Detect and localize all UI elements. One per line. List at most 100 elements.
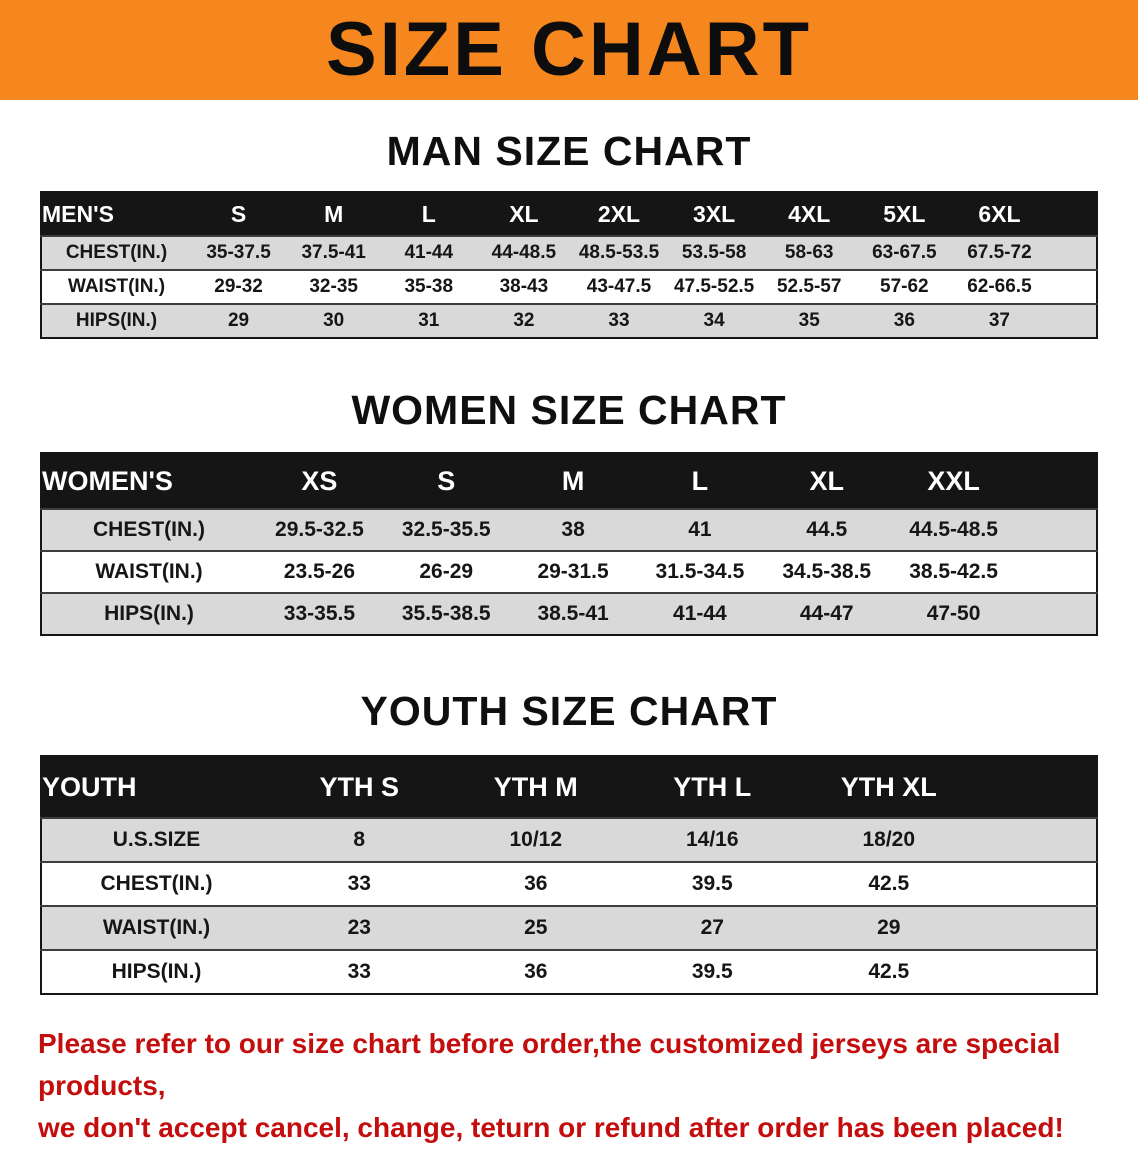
men-size-table: MEN'S S M L XL 2XL 3XL 4XL 5XL 6XL CHEST… (40, 191, 1098, 339)
cell: 43-47.5 (586, 276, 652, 297)
spacer-cell (977, 862, 1097, 906)
cell: 29 (227, 310, 250, 331)
header-cell: MEN'S (41, 192, 191, 236)
cell: 37 (988, 310, 1010, 331)
cell: 23.5-26 (283, 560, 356, 583)
cell: 39.5 (691, 960, 733, 983)
youth-header-row: YOUTH YTH S YTH M YTH L YTH XL (41, 756, 1097, 818)
table-row: CHEST(IN.) 33 36 39.5 42.5 (41, 862, 1097, 906)
cell: 58-63 (784, 242, 834, 263)
cell: 63-67.5 (872, 242, 937, 263)
header-cell: WOMEN'S (41, 453, 256, 509)
spacer-cell (1047, 236, 1097, 270)
cell: 57-62 (880, 276, 929, 297)
cell: 47.5-52.5 (673, 276, 755, 297)
cell: 47-50 (926, 602, 981, 625)
header-cell: YTH XL (800, 756, 977, 818)
spacer-cell (1017, 509, 1097, 551)
row-label: CHEST(IN.) (93, 518, 205, 541)
cell: 35 (798, 310, 820, 331)
cell: 39.5 (691, 872, 733, 895)
cell: 32 (513, 310, 535, 331)
row-label: WAIST(IN.) (102, 916, 211, 939)
spacer-cell (977, 818, 1097, 862)
table-row: WAIST(IN.) 23 25 27 29 (41, 906, 1097, 950)
men-header-row: MEN'S S M L XL 2XL 3XL 4XL 5XL 6XL (41, 192, 1097, 236)
disclaimer-line-1: Please refer to our size chart before or… (38, 1028, 1061, 1101)
cell: 10/12 (509, 828, 563, 851)
disclaimer: Please refer to our size chart before or… (38, 1023, 1100, 1149)
header-cell: 2XL (571, 192, 667, 236)
youth-section-heading: YOUTH SIZE CHART (360, 688, 778, 734)
cell: 41 (688, 518, 712, 541)
banner-title: SIZE CHART (326, 7, 812, 92)
header-cell: S (382, 453, 510, 509)
spacer-cell (977, 756, 1097, 818)
women-section-heading: WOMEN SIZE CHART (351, 387, 787, 433)
row-label: HIPS(IN.) (111, 960, 202, 983)
header-cell: YOUTH (41, 756, 271, 818)
cell: 34.5-38.5 (782, 560, 872, 583)
women-section: WOMEN SIZE CHART WOMEN'S XS S M L XL XXL (0, 387, 1138, 636)
cell: 52.5-57 (776, 276, 842, 297)
spacer-cell (1017, 593, 1097, 635)
header-cell: M (509, 453, 637, 509)
cell: 35.5-38.5 (401, 602, 491, 625)
table-row: CHEST(IN.) 35-37.5 37.5-41 41-44 44-48.5… (41, 236, 1097, 270)
header-cell: XL (763, 453, 891, 509)
cell: 34 (703, 310, 725, 331)
size-chart-banner: SIZE CHART (0, 0, 1138, 100)
header-cell: XS (256, 453, 383, 509)
cell: 35-37.5 (206, 242, 271, 263)
header-cell: M (286, 192, 382, 236)
men-section: MAN SIZE CHART MEN'S S M L XL 2XL 3XL 4X… (0, 128, 1138, 339)
header-cell: L (636, 453, 764, 509)
spacer-cell (977, 950, 1097, 994)
cell: 29-31.5 (537, 560, 609, 583)
table-row: HIPS(IN.) 29 30 31 32 33 34 35 36 37 (41, 304, 1097, 338)
cell: 44.5-48.5 (909, 518, 998, 541)
cell: 25 (524, 916, 548, 939)
spacer-cell (1017, 551, 1097, 593)
youth-size-table: YOUTH YTH S YTH M YTH L YTH XL U.S.SIZE … (40, 755, 1098, 995)
cell: 31.5-34.5 (655, 560, 745, 583)
cell: 32.5-35.5 (401, 518, 491, 541)
cell: 44.5 (806, 518, 848, 541)
header-cell: YTH M (447, 756, 624, 818)
cell: 18/20 (862, 828, 916, 851)
table-row: HIPS(IN.) 33-35.5 35.5-38.5 38.5-41 41-4… (41, 593, 1097, 635)
row-label: CHEST(IN.) (65, 242, 168, 263)
youth-section: YOUTH SIZE CHART YOUTH YTH S YTH M YTH L… (0, 688, 1138, 995)
cell: 44-48.5 (491, 242, 557, 263)
cell: 36 (524, 872, 548, 895)
disclaimer-line-2: we don't accept cancel, change, teturn o… (38, 1112, 1064, 1143)
cell: 29-32 (214, 276, 263, 297)
men-section-heading: MAN SIZE CHART (386, 128, 752, 174)
cell: 29 (877, 916, 901, 939)
cell: 38 (561, 518, 585, 541)
cell: 33 (347, 872, 371, 895)
cell: 53.5-58 (681, 242, 747, 263)
header-cell: XXL (890, 453, 1017, 509)
header-cell: XL (476, 192, 572, 236)
row-label: HIPS(IN.) (104, 602, 194, 625)
cell: 31 (418, 310, 440, 331)
spacer-cell (1047, 304, 1097, 338)
cell: 14/16 (685, 828, 739, 851)
cell: 38.5-42.5 (909, 560, 998, 583)
cell: 37.5-41 (301, 242, 366, 263)
cell: 32-35 (309, 276, 358, 297)
cell: 41-44 (673, 602, 727, 625)
cell: 33-35.5 (283, 602, 356, 625)
table-row: U.S.SIZE 8 10/12 14/16 18/20 (41, 818, 1097, 862)
women-header-row: WOMEN'S XS S M L XL XXL (41, 453, 1097, 509)
cell: 41-44 (404, 242, 454, 263)
cell: 33 (347, 960, 371, 983)
header-cell: 3XL (666, 192, 762, 236)
cell: 29.5-32.5 (275, 518, 364, 541)
cell: 42.5 (868, 960, 910, 983)
cell: 38-43 (499, 276, 549, 297)
header-cell: L (381, 192, 477, 236)
cell: 48.5-53.5 (578, 242, 660, 263)
